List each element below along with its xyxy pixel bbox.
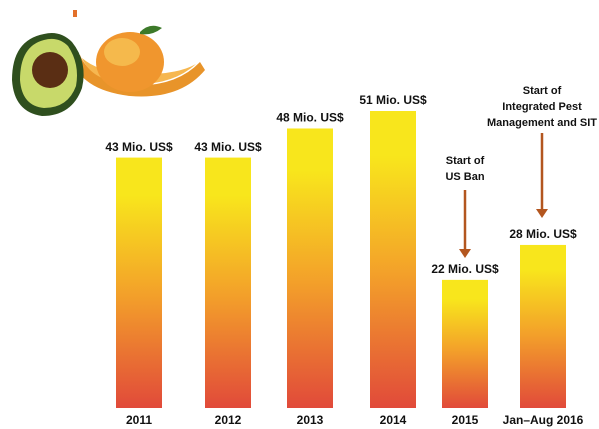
x-tick-label: 2012 [215,413,242,427]
annotation-arrowhead [536,209,548,218]
value-label: 43 Mio. US$ [194,140,262,154]
annotation-text: Start of [446,155,485,167]
bar [205,157,251,408]
x-tick-label: 2014 [380,413,407,427]
annotation-arrowhead [459,249,471,258]
fruit-illustration [12,10,205,116]
bar [116,157,162,408]
x-tick-label: 2013 [297,413,324,427]
bar [520,244,566,408]
x-tick-label: 2015 [452,413,479,427]
bar [442,279,488,408]
annotation-text: US Ban [445,171,484,183]
value-label: 43 Mio. US$ [105,140,173,154]
bar [370,111,416,408]
x-tick-label: Jan–Aug 2016 [503,413,584,427]
annotation-text: Management and SIT [487,117,597,129]
value-label: 28 Mio. US$ [509,227,577,241]
value-label: 22 Mio. US$ [431,262,499,276]
annotation-text: Integrated Pest [502,101,582,113]
value-label: 48 Mio. US$ [276,111,344,125]
value-label: 51 Mio. US$ [359,93,427,107]
x-tick-label: 2011 [126,413,152,427]
annotation-text: Start of [523,85,562,97]
bar [287,128,333,408]
